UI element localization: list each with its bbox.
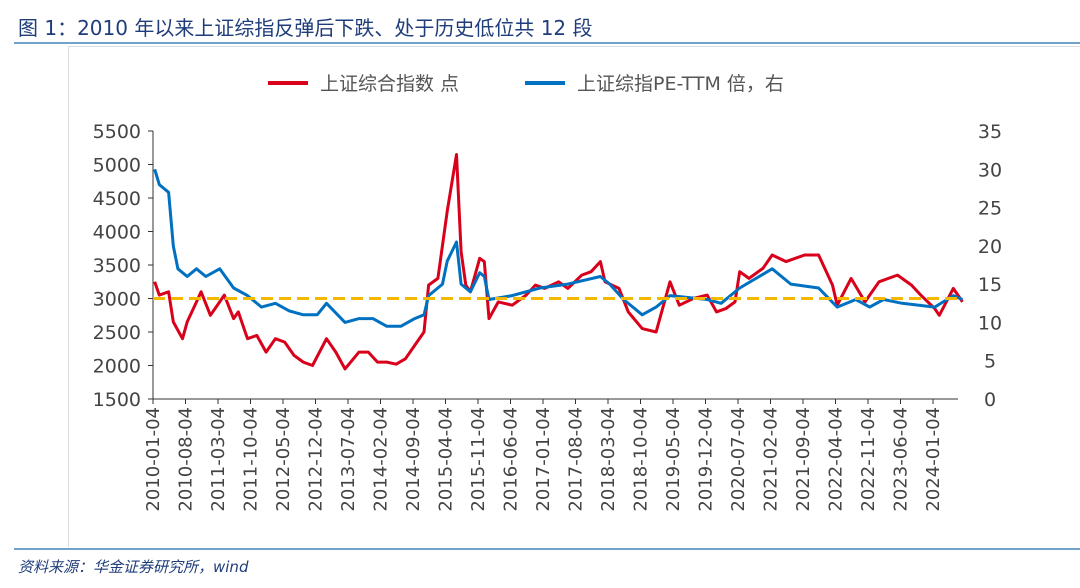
right-axis-tick-label: 25 xyxy=(978,198,1002,220)
x-axis-tick-label: 2020-07-04 xyxy=(728,407,749,512)
source-note: 资料来源：华金证券研究所，wind xyxy=(18,558,249,576)
x-axis-tick-label: 2021-02-04 xyxy=(761,407,782,512)
index-series-line xyxy=(153,153,964,371)
left-axis-tick-label: 4000 xyxy=(93,222,141,244)
figure-title: 图 1：2010 年以来上证综指反弹后下跌、处于历史低位共 12 段 xyxy=(18,16,593,40)
x-axis-tick-label: 2011-10-04 xyxy=(241,407,262,512)
left-axis-tick-label: 4500 xyxy=(93,188,141,210)
line-chart: 1500 2000 2500 3000 3500 4000 4500 5000 5500 0 5 10… xyxy=(93,73,1002,512)
x-axis-tick-label: 2022-04-04 xyxy=(826,407,847,512)
pe-series-line xyxy=(153,168,964,328)
right-axis-tick-label: 0 xyxy=(984,389,996,411)
right-axis-tick-label: 15 xyxy=(978,274,1002,296)
x-axis-tick-label: 2022-11-04 xyxy=(858,407,879,512)
left-axis-tick-label: 3500 xyxy=(93,255,141,277)
x-axis-tick-label: 2011-03-04 xyxy=(208,407,229,512)
x-axis-tick-label: 2015-04-04 xyxy=(436,407,457,512)
x-axis-tick-label: 2010-01-04 xyxy=(143,407,164,512)
right-axis-tick-label: 5 xyxy=(984,351,996,373)
x-axis-tick-label: 2019-12-04 xyxy=(696,407,717,512)
x-axis-tick-label: 2017-01-04 xyxy=(533,407,554,512)
x-axis-tick-label: 2013-07-04 xyxy=(338,407,359,512)
x-axis-tick-label: 2010-08-04 xyxy=(176,407,197,512)
x-axis-tick-label: 2018-03-04 xyxy=(598,407,619,512)
x-axis-tick-label: 2021-09-04 xyxy=(793,407,814,512)
left-axis-tick-label: 5000 xyxy=(93,155,141,177)
left-axis-tick-label: 2000 xyxy=(93,356,141,378)
right-axis-tick-label: 20 xyxy=(978,236,1002,258)
left-axis-tick-label: 1500 xyxy=(93,389,141,411)
x-axis-tick-label: 2014-09-04 xyxy=(403,407,424,512)
footer-rule xyxy=(14,548,1080,550)
x-axis-tick-label: 2014-02-04 xyxy=(371,407,392,512)
x-axis-tick-label: 2016-06-04 xyxy=(501,407,522,512)
left-axis-tick-label: 5500 xyxy=(93,121,141,143)
x-axis-tick-label: 2012-12-04 xyxy=(306,407,327,512)
legend-label: 上证综合指数 点 xyxy=(320,73,459,95)
x-axis-tick-label: 2023-06-04 xyxy=(891,407,912,512)
right-axis-tick-label: 10 xyxy=(978,312,1002,334)
title-rule xyxy=(14,42,1080,44)
legend-label: 上证综指PE-TTM 倍，右 xyxy=(577,73,784,95)
x-axis-tick-label: 2017-08-04 xyxy=(566,407,587,512)
right-axis-tick-label: 30 xyxy=(978,159,1002,181)
right-axis-tick-label: 35 xyxy=(978,121,1002,143)
left-axis-tick-label: 3000 xyxy=(93,289,141,311)
x-axis-tick-label: 2012-05-04 xyxy=(273,407,294,512)
x-axis-tick-label: 2019-05-04 xyxy=(663,407,684,512)
x-axis-tick-label: 2015-11-04 xyxy=(468,407,489,512)
left-axis-tick-label: 2500 xyxy=(93,322,141,344)
x-axis-tick-label: 2024-01-04 xyxy=(923,407,944,512)
chart-frame xyxy=(68,46,1080,547)
x-axis-tick-label: 2018-10-04 xyxy=(631,407,652,512)
